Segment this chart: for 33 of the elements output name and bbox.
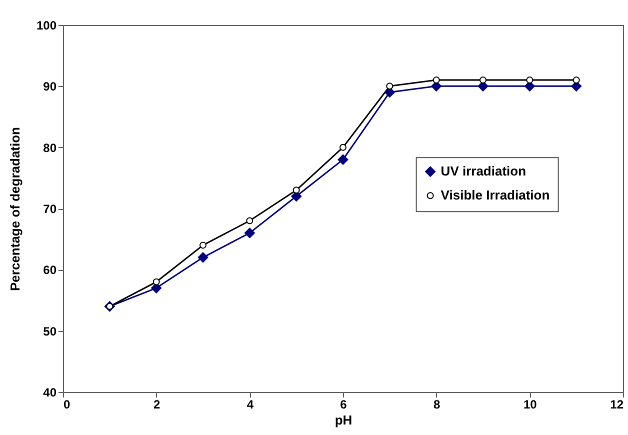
point: [198, 252, 208, 263]
point: [432, 76, 440, 84]
point: [292, 186, 300, 194]
x-tick-label: 6: [340, 398, 348, 412]
point: [244, 228, 255, 238]
point: [200, 242, 206, 249]
point: [526, 76, 534, 84]
x-tick-label: 8: [433, 398, 440, 412]
point: [152, 278, 160, 286]
y-tick-label: 90: [43, 80, 57, 94]
x-tick-label: 0: [64, 398, 70, 412]
point: [384, 87, 395, 98]
y-tick-label: 40: [43, 386, 57, 400]
y-tick-label: 50: [43, 324, 57, 338]
y-axis-title: Percentage of degradation: [7, 126, 22, 291]
y-tick-label: 80: [43, 140, 57, 155]
point: [340, 144, 346, 151]
legend-label: UV irradiation: [440, 164, 526, 179]
x-tick-label: 2: [153, 398, 160, 412]
point: [386, 82, 394, 90]
y-tick-label: 60: [43, 263, 57, 278]
y-tick-label: 70: [43, 202, 57, 216]
x-tick-label: 4: [246, 398, 254, 412]
legend-label: Visible Irradiation: [440, 188, 550, 203]
x-tick-label: 10: [523, 398, 538, 412]
point: [246, 217, 254, 224]
point: [480, 76, 486, 84]
point: [572, 76, 580, 84]
x-axis-title: pH: [334, 412, 352, 428]
x-tick-label: 12: [610, 398, 624, 412]
point: [338, 154, 348, 165]
y-tick-label: 100: [36, 18, 57, 32]
point: [291, 191, 302, 202]
